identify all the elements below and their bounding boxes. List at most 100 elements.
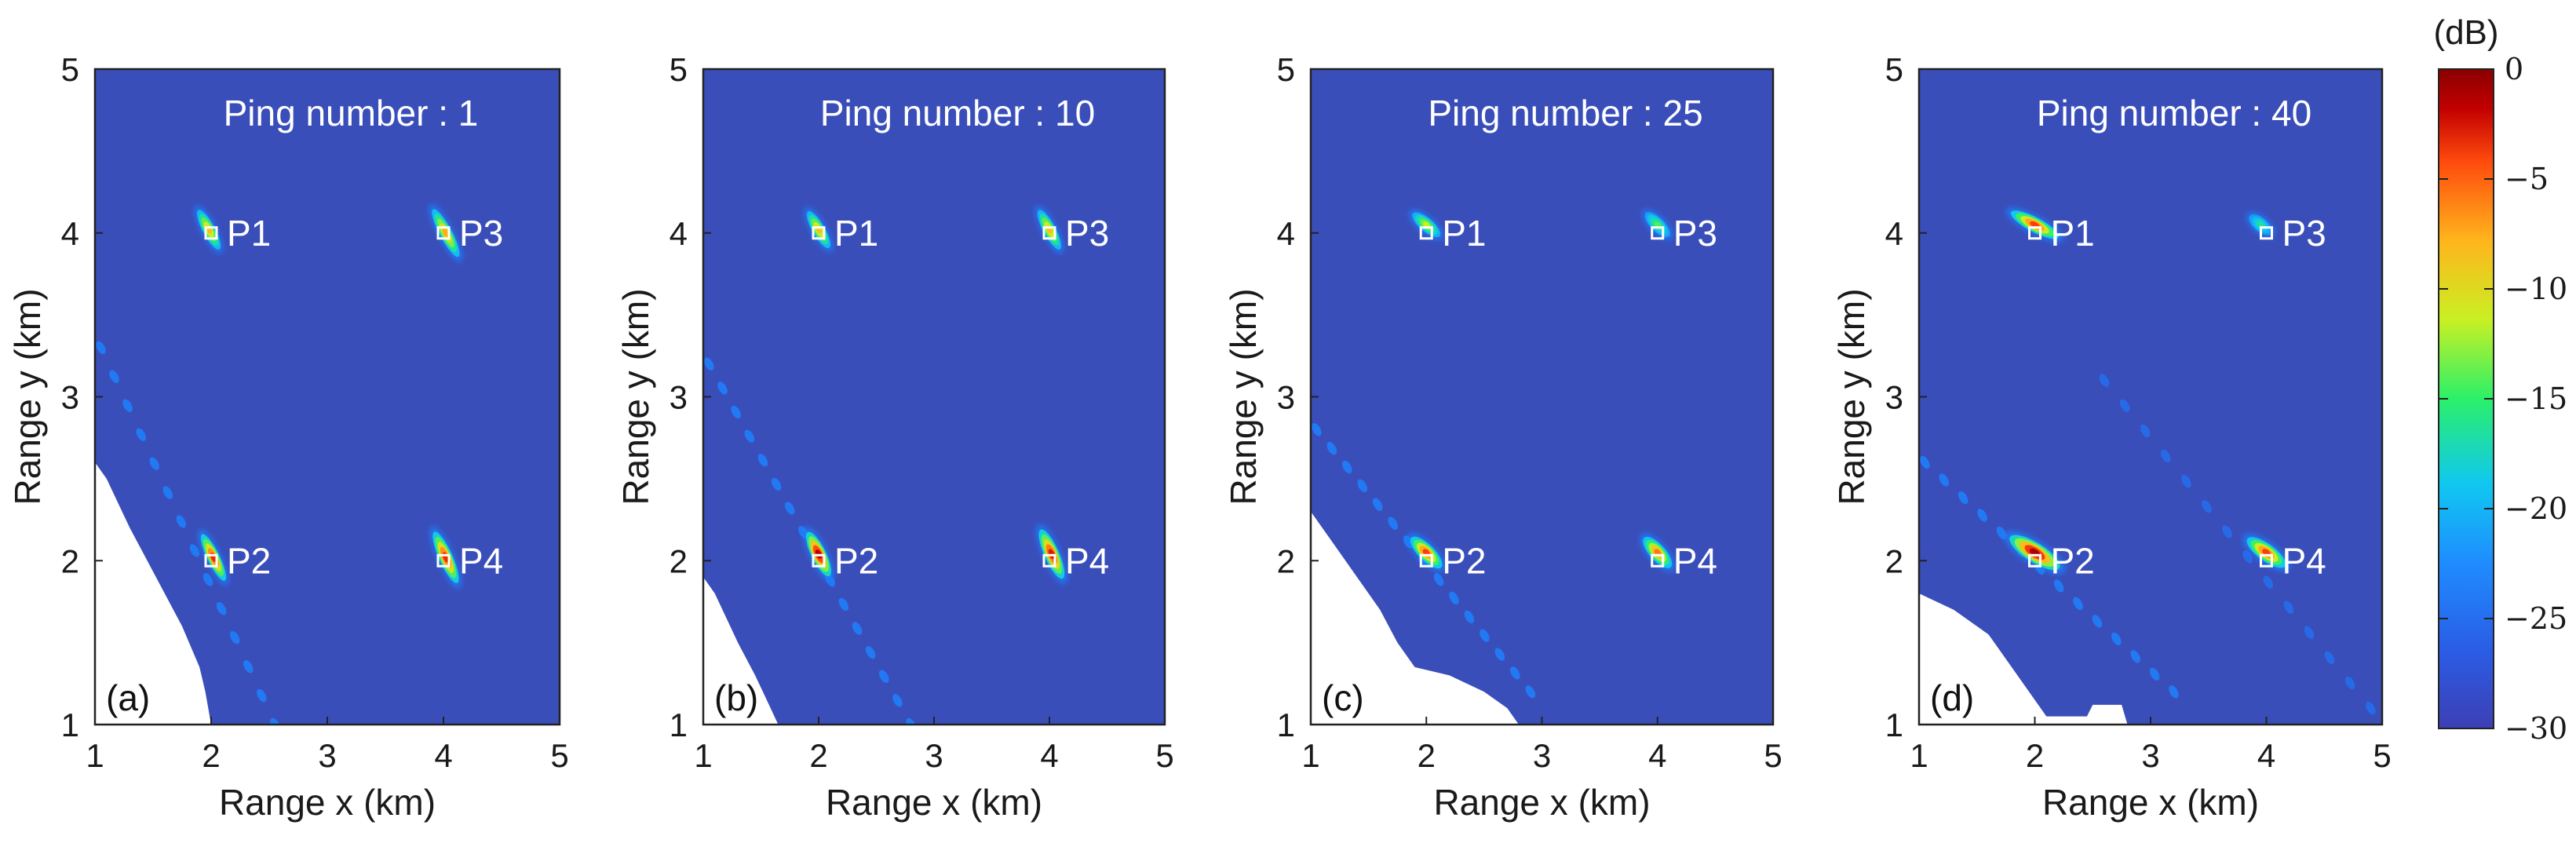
panel-b-id: (b) <box>714 677 758 718</box>
panel-d-label-p4: P4 <box>2282 540 2326 581</box>
panel-a-streak-dot <box>270 717 280 725</box>
panel-d-marker-p2 <box>2028 553 2041 568</box>
panel-d-streak-dot <box>2119 399 2130 412</box>
panel-d-ylabel: Range y (km) <box>1831 288 1872 505</box>
panel-d-label-p2: P2 <box>2051 540 2095 581</box>
panel-b-xtick-label: 4 <box>1040 737 1058 774</box>
panel-d-ytick-label: 1 <box>1885 706 1903 743</box>
panel-a-marker-p2 <box>204 553 218 568</box>
panel-c-image: P1 P3 P2 P4 <box>1311 210 1717 725</box>
panel-c-streak-dot <box>1433 572 1444 586</box>
panel-c-streak-dot <box>1525 685 1536 699</box>
panel-c-marker-p2 <box>1419 553 1433 568</box>
panel-c-streak-dot <box>1312 423 1322 436</box>
colorbar-ticks: 0 −5 −10 −15 −20 −25 −30 <box>2439 52 2567 746</box>
panel-a-streak-dot <box>176 515 187 528</box>
panel-b-xtick-label: 2 <box>809 737 827 774</box>
panel-a-xtick-label: 5 <box>550 737 568 774</box>
panel-d-blank-region <box>1919 593 2128 725</box>
panel-d-streak-dot <box>2202 500 2212 513</box>
panel-b-streak-dot <box>785 502 795 515</box>
panel-d-ytick-label: 2 <box>1885 542 1903 579</box>
panel-d-field <box>1919 69 2382 725</box>
panel-d-label-p1: P1 <box>2051 213 2095 254</box>
panel-b-xtick-label: 1 <box>694 737 712 774</box>
panel-a-xtick-label: 3 <box>318 737 336 774</box>
colorbar-tick-label: −25 <box>2505 601 2567 636</box>
panel-c-marker-p3 <box>1651 226 1665 240</box>
panel-a-blob-layer <box>442 228 450 238</box>
panel-a-marker-p3 <box>436 226 451 240</box>
panel-c-xtick-label: 3 <box>1533 737 1551 774</box>
panel-c-streak-dot <box>1357 479 1367 493</box>
colorbar: (dB) 0 −5 −10 −15 −20 −25 −30 <box>2433 13 2567 746</box>
panel-c-ytick-label: 2 <box>1277 542 1295 579</box>
panel-a-streak-dot <box>96 341 106 355</box>
panel-c-streak-dot <box>1388 517 1398 530</box>
panel-c-ytick-label: 1 <box>1277 706 1295 743</box>
panel-a-title: Ping number : 1 <box>224 93 479 133</box>
panel-d-streak-dot <box>2111 632 2122 645</box>
panel-c-xtick-label: 2 <box>1418 737 1436 774</box>
panel-a: P1 P3 P2 P4 1 2 3 4 5 1 2 3 4 5 Range x (km) Range y (k… <box>7 51 569 823</box>
panel-d-streak-dot <box>2130 650 2140 663</box>
panel-d-blob-p1 <box>2005 207 2064 242</box>
panel-a-streak-dot <box>257 688 267 703</box>
panel-b-xtick-label: 3 <box>925 737 943 774</box>
panel-c-blob-layer <box>1654 221 1661 228</box>
panel-b-streak-dot <box>717 382 728 395</box>
panel-c-blob-layer <box>1423 221 1430 228</box>
panel-c-streak-dot <box>1326 441 1337 455</box>
panel-b-streak-dot <box>771 477 782 491</box>
panel-a-label-p3: P3 <box>459 213 503 254</box>
panel-d-ytick-label: 5 <box>1885 51 1903 88</box>
panel-c-xtick-label: 5 <box>1764 737 1782 774</box>
panel-a-label-p4: P4 <box>459 540 503 581</box>
panel-c-ytick-label: 4 <box>1277 215 1295 252</box>
panel-c-xtick-label: 4 <box>1648 737 1666 774</box>
colorbar-tick-label: −30 <box>2505 711 2567 746</box>
panel-d-xlabel: Range x (km) <box>2042 782 2259 823</box>
panel-c-blank-region <box>1311 511 1519 725</box>
panel-b-streak-dot <box>906 717 916 725</box>
panel-a-marker-p4 <box>436 553 451 568</box>
panel-d-marker-p4 <box>2260 553 2273 568</box>
panel-d-title: Ping number : 40 <box>2037 93 2311 133</box>
colorbar-tick-label: −15 <box>2505 382 2567 416</box>
colorbar-tick-label: −10 <box>2505 272 2567 306</box>
panel-a-label-p1: P1 <box>227 213 271 254</box>
panel-b-label-p2: P2 <box>834 540 878 581</box>
panel-b-marker-p1 <box>812 226 826 240</box>
panel-d-xtick-label: 4 <box>2257 737 2275 774</box>
panel-d-streak-dot <box>2344 676 2355 690</box>
panel-d-xtick-label: 1 <box>1910 737 1928 774</box>
panel-b-label-p3: P3 <box>1065 213 1109 254</box>
panel-c-streak-dot <box>1342 460 1352 474</box>
panel-a-marker-p1 <box>204 226 218 240</box>
panel-d-label-p3: P3 <box>2282 213 2326 254</box>
panel-b-field <box>703 69 1165 725</box>
panel-a-ytick-label: 2 <box>61 542 79 579</box>
panel-d-streak-dot <box>2099 374 2110 387</box>
panel-c: P1 P3 P2 P4 1 2 3 4 5 1 2 3 4 5 Range x (km) Range y (k… <box>1223 51 1782 823</box>
panel-c-ytick-label: 3 <box>1277 379 1295 416</box>
panel-c-ytick-label: 5 <box>1277 51 1295 88</box>
panel-d-streak-dot <box>2242 550 2253 564</box>
colorbar-tick-label: −20 <box>2505 491 2567 526</box>
panel-b-streak-dot <box>838 597 849 612</box>
panel-a-ylabel: Range y (km) <box>7 288 48 505</box>
panel-d-streak-dot <box>1977 509 1987 522</box>
panel-c-streak-dot <box>1510 666 1520 680</box>
panel-c-id: (c) <box>1322 677 1364 718</box>
panel-a-streak-dot <box>136 428 146 441</box>
panel-b-label-p4: P4 <box>1065 540 1109 581</box>
panel-d-streak-dot <box>1958 491 1968 505</box>
panel-b-marker-p3 <box>1042 226 1056 240</box>
panel-b-ytick-label: 3 <box>670 379 688 416</box>
panel-d-streak-dot <box>2149 667 2160 681</box>
panel-a-ytick-label: 4 <box>61 215 79 252</box>
panel-d-blob-layer <box>2257 221 2264 228</box>
panel-c-streak-dot <box>1494 648 1505 661</box>
panel-c-marker-p1 <box>1419 226 1433 240</box>
